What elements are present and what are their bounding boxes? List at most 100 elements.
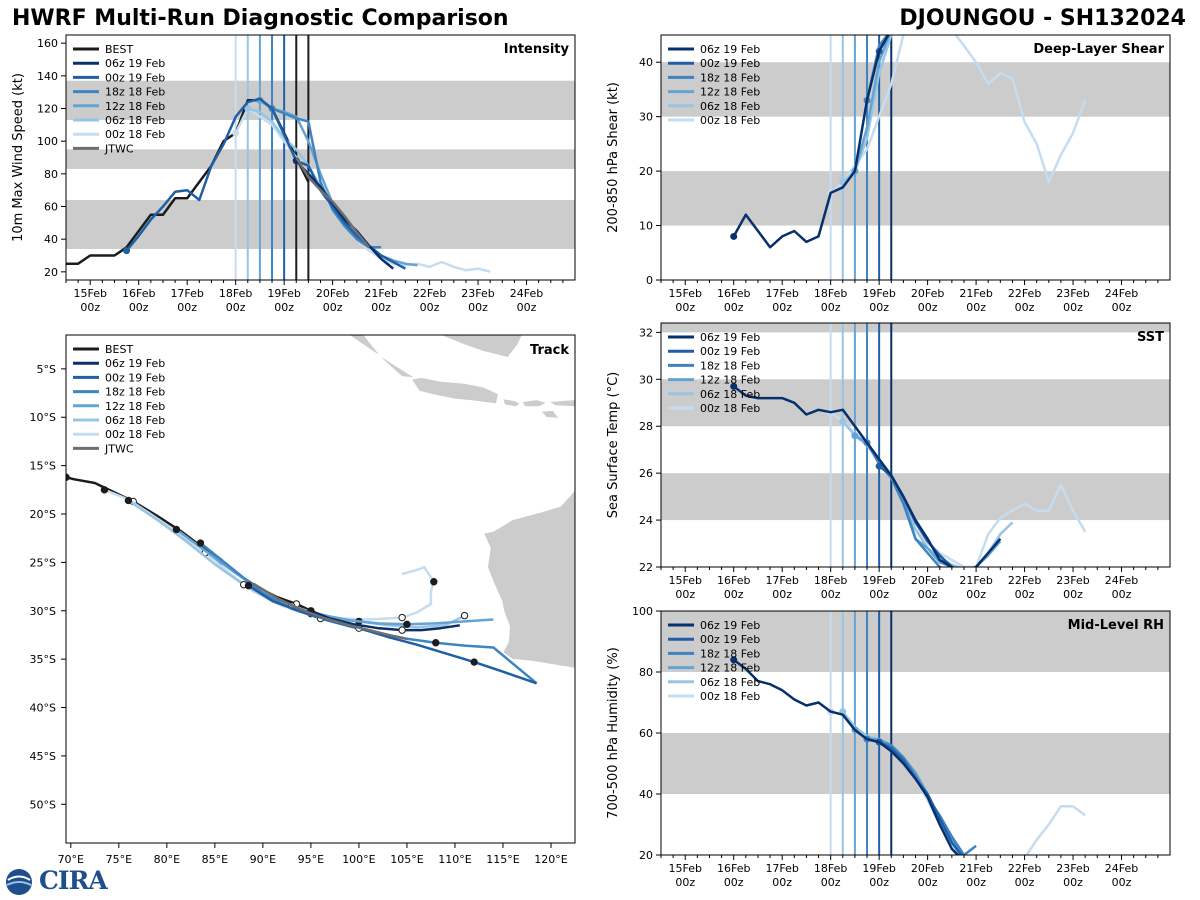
intensity-ytick-label: 80: [44, 168, 58, 181]
cira-logo: CIRA: [5, 866, 115, 898]
sst-legend-label: 00z 19 Feb: [700, 345, 760, 358]
sst-series-line: [732, 385, 1002, 567]
rh-ytick-label: 80: [639, 666, 653, 679]
intensity-plot-area: [66, 35, 575, 280]
sst-xtick-label: 23Feb: [1056, 574, 1089, 587]
intensity-xtick-label: 00z: [468, 301, 488, 314]
intensity-xtick-label: 24Feb: [510, 287, 543, 300]
rh-xtick-label: 19Feb: [862, 862, 895, 875]
shear-xtick-label: 00z: [869, 301, 889, 314]
track-day-marker: [403, 620, 411, 629]
track-xtick-label: 110°E: [438, 853, 471, 866]
intensity-init-marker: [232, 129, 240, 137]
intensity-legend-label: 12z 18 Feb: [105, 100, 165, 113]
land-bali-lombok: [502, 398, 521, 407]
rh-band: [661, 611, 1170, 672]
sst-xtick-label: 00z: [1015, 588, 1035, 601]
rh-xtick-label: 00z: [675, 876, 695, 889]
intensity-legend-label: 00z 19 Feb: [105, 71, 165, 84]
storm-name: DJOUNGOU - SH132024: [899, 6, 1186, 31]
sst-legend-label: 06z 18 Feb: [700, 388, 760, 401]
rh-legend-label: 12z 18 Feb: [700, 662, 760, 675]
shear-xtick-label: 21Feb: [959, 287, 992, 300]
sst-legend-label: 12z 18 Feb: [700, 374, 760, 387]
intensity-xtick-label: 17Feb: [170, 287, 203, 300]
intensity-ytick-label: 160: [37, 37, 58, 50]
shear-xtick-label: 00z: [675, 301, 695, 314]
intensity-xtick-label: 00z: [80, 301, 100, 314]
intensity-panel: 2040608010012014016015Feb00z16Feb00z17Fe…: [11, 34, 576, 314]
sst-ytick-label: 28: [639, 420, 653, 433]
shear-xtick-label: 00z: [1063, 301, 1083, 314]
track-legend-label: 00z 18 Feb: [105, 428, 165, 441]
sst-init-marker: [875, 462, 883, 470]
track-day-marker: [124, 496, 133, 505]
sst-legend-label: 18z 18 Feb: [700, 359, 760, 372]
track-panel: 70°E 75°E 80°E 85°E 90°E 95°E 100°E 105°E 110°E 1…: [30, 334, 576, 866]
shear-xtick-label: 00z: [1112, 301, 1132, 314]
rh-xtick-label: 00z: [1015, 876, 1035, 889]
sst-ytick-label: 24: [639, 514, 653, 527]
land-sumbawa: [521, 399, 547, 407]
intensity-ytick-label: 40: [44, 233, 58, 246]
sst-xtick-label: 17Feb: [765, 574, 798, 587]
shear-xtick-label: 16Feb: [717, 287, 750, 300]
track-day-marker: [244, 581, 253, 590]
track-series-line: [175, 528, 494, 626]
shear-xtick-label: 00z: [918, 301, 938, 314]
land-sumba: [540, 410, 560, 419]
intensity-band: [66, 80, 575, 120]
sst-init-marker: [839, 418, 847, 426]
intensity-legend-label: 06z 19 Feb: [105, 57, 165, 70]
intensity-legend-label: 06z 18 Feb: [105, 114, 165, 127]
rh-ytick-label: 40: [639, 788, 653, 801]
intensity-legend-label: BEST: [105, 43, 133, 56]
sst-legend-label: 06z 19 Feb: [700, 331, 760, 344]
rh-xtick-label: 00z: [869, 876, 889, 889]
track-day-marker: [460, 611, 469, 620]
track-day-marker: [66, 473, 70, 481]
track-ytick-label: 20°S: [30, 508, 56, 521]
intensity-ylabel: 10m Max Wind Speed (kt): [11, 73, 26, 242]
sst-xtick-label: 15Feb: [668, 574, 701, 587]
rh-init-marker: [730, 656, 738, 664]
shear-ytick-label: 0: [646, 274, 653, 287]
intensity-xtick-label: 19Feb: [267, 287, 300, 300]
track-series-line: [252, 582, 408, 641]
rh-xtick-label: 18Feb: [814, 862, 847, 875]
sst-legend-label: 00z 18 Feb: [700, 402, 760, 415]
track-series-line: [199, 542, 538, 685]
rh-xtick-label: 00z: [724, 876, 744, 889]
rh-panel-title: Mid-Level RH: [1068, 618, 1164, 633]
shear-xtick-label: 23Feb: [1056, 287, 1089, 300]
track-day-marker: [470, 658, 478, 666]
land-java: [411, 377, 499, 405]
sst-init-marker: [730, 382, 738, 390]
shear-xtick-label: 00z: [724, 301, 744, 314]
rh-xtick-label: 00z: [772, 876, 792, 889]
sst-xtick-label: 00z: [1063, 588, 1083, 601]
track-ytick-label: 45°S: [30, 750, 56, 763]
intensity-xtick-label: 00z: [177, 301, 197, 314]
sst-xtick-label: 00z: [821, 588, 841, 601]
shear-ylabel: 200-850 hPa Shear (kt): [606, 82, 621, 233]
shear-xtick-label: 24Feb: [1105, 287, 1138, 300]
intensity-series-line: [234, 107, 491, 274]
intensity-ytick-label: 120: [37, 103, 58, 116]
rh-legend-label: 00z 18 Feb: [700, 690, 760, 703]
track-xtick-label: 95°E: [298, 853, 324, 866]
intensity-series-line: [295, 156, 370, 249]
track-xtick-label: 70°E: [58, 853, 84, 866]
shear-series-line: [829, 35, 1087, 194]
track-legend-label: 06z 19 Feb: [105, 357, 165, 370]
shear-series-line: [732, 35, 890, 249]
intensity-legend-label: 00z 18 Feb: [105, 128, 165, 141]
intensity-ytick-label: 100: [37, 135, 58, 148]
track-day-marker: [100, 486, 109, 494]
intensity-xtick-label: 23Feb: [461, 287, 494, 300]
shear-init-marker: [730, 232, 738, 240]
rh-xtick-label: 20Feb: [911, 862, 944, 875]
